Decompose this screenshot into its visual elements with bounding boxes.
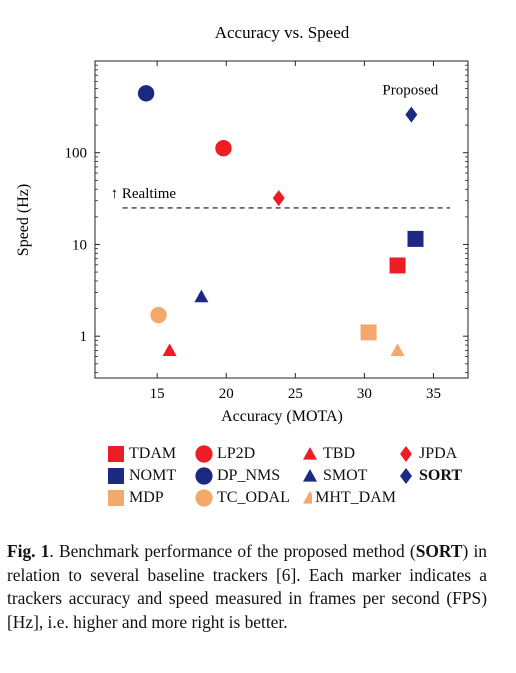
figure-caption: Fig. 1. Benchmark performance of the pro…: [7, 540, 487, 634]
diamond-legend-icon: [400, 446, 412, 462]
legend-row: TDAM LP2D TBD JPDA: [106, 443, 486, 465]
legend-label: SMOT: [323, 467, 368, 484]
legend-label: TDAM: [129, 445, 177, 462]
legend-item: LP2D: [194, 444, 300, 464]
caption-label: Fig. 1: [7, 541, 50, 561]
triangle-legend-icon: [303, 491, 313, 504]
x-tick-label: 15: [150, 386, 165, 402]
point-nomt: [407, 230, 424, 247]
legend: TDAM LP2D TBD JPDA NOMT DP_NMS SMOT SORT MDP TC_O…: [106, 443, 486, 509]
legend-symbol: [400, 468, 412, 484]
chart-title: Accuracy vs. Speed: [215, 23, 350, 42]
legend-item: NOMT: [106, 466, 194, 486]
caption-text-before: . Benchmark performance of the proposed …: [49, 541, 416, 561]
y-tick-label: 10: [72, 237, 87, 253]
chart-svg: Accuracy vs. Speed 15 20 25 30 35 1 10 100 ↑ Re…: [15, 23, 469, 425]
reference-layer: ↑ Realtime Proposed: [111, 82, 451, 209]
y-tick-label: 100: [65, 146, 88, 162]
marks-layer: [137, 85, 424, 356]
square-legend-icon: [108, 490, 124, 506]
point-mdp: [360, 324, 377, 341]
point-lp2d: [215, 140, 232, 157]
legend-symbol: [108, 490, 124, 506]
realtime-label: ↑ Realtime: [111, 186, 177, 202]
legend-label: SORT: [419, 467, 463, 484]
point-jpda: [272, 190, 285, 207]
diamond-legend-icon: [400, 468, 412, 484]
caption-text-after: ) in relation to several baseline tracke…: [7, 541, 487, 632]
proposed-annotation: Proposed: [382, 82, 438, 98]
chart-figure: Accuracy vs. Speed 15 20 25 30 35 1 10 100 ↑ Re…: [15, 23, 486, 509]
legend-symbol: [303, 447, 317, 460]
legend-label: JPDA: [419, 445, 458, 462]
legend-item: SMOT: [300, 466, 396, 486]
legend-symbol: [108, 446, 124, 462]
plot-frame: [94, 60, 469, 379]
point-tc-odal: [150, 306, 167, 324]
x-axis-label: Accuracy (MOTA): [221, 408, 343, 425]
legend-label: MHT_DAM: [315, 489, 396, 506]
caption-bold-term: SORT: [415, 541, 463, 561]
square-legend-icon: [108, 446, 124, 462]
legend-symbol: [195, 467, 213, 485]
ticks-layer: 15 20 25 30 35 1 10 100: [65, 61, 468, 402]
legend-label: MDP: [129, 489, 164, 506]
legend-label: TC_ODAL: [217, 489, 290, 506]
legend-label: NOMT: [129, 467, 177, 484]
y-tick-label: 1: [80, 329, 88, 345]
point-sort: [405, 106, 418, 123]
y-axis-label: Speed (Hz): [15, 184, 32, 256]
legend-item: MDP: [106, 488, 194, 508]
legend-symbol: [303, 469, 317, 482]
point-smot: [194, 289, 209, 303]
point-tdam: [389, 257, 406, 274]
point-tbd: [162, 343, 177, 356]
legend-label: TBD: [323, 445, 355, 462]
circle-legend-icon: [195, 467, 213, 485]
triangle-legend-icon: [303, 447, 317, 460]
legend-symbol: [195, 445, 213, 463]
legend-symbol: [400, 446, 412, 462]
legend-item: JPDA: [396, 444, 486, 464]
x-tick-label: 35: [426, 386, 441, 402]
legend-item: TDAM: [106, 444, 194, 464]
point-dp-nms: [137, 85, 155, 102]
legend-label: DP_NMS: [217, 467, 281, 484]
legend-symbol: [108, 468, 124, 484]
legend-item: TC_ODAL: [194, 488, 300, 508]
square-legend-icon: [108, 468, 124, 484]
point-mht-dam: [390, 343, 405, 356]
legend-symbol: [195, 489, 213, 507]
legend-symbol: [303, 491, 313, 504]
circle-legend-icon: [195, 489, 213, 507]
legend-label: LP2D: [217, 445, 256, 462]
legend-item: TBD: [300, 444, 396, 464]
circle-legend-icon: [195, 445, 213, 463]
legend-row: MDP TC_ODAL MHT_DAM: [106, 487, 486, 509]
x-tick-label: 30: [357, 386, 372, 402]
legend-item: MHT_DAM: [300, 488, 396, 508]
legend-row: NOMT DP_NMS SMOT SORT: [106, 465, 486, 487]
x-tick-label: 25: [288, 386, 303, 402]
x-tick-label: 20: [219, 386, 234, 402]
legend-item: DP_NMS: [194, 466, 300, 486]
legend-item: SORT: [396, 466, 486, 486]
triangle-legend-icon: [303, 469, 317, 482]
